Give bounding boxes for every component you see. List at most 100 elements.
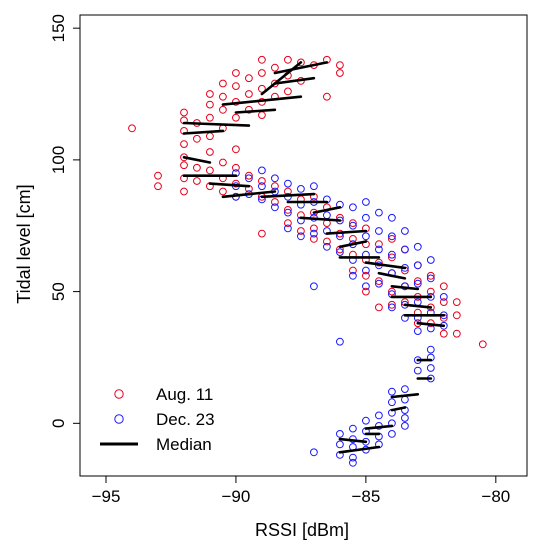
x-axis-label: RSSI [dBm] <box>255 520 349 540</box>
median-segment <box>208 182 251 188</box>
data-point-series-1 <box>349 424 357 433</box>
median-segment <box>364 261 407 270</box>
data-point-series-0 <box>258 84 266 93</box>
data-point-series-0 <box>206 148 214 156</box>
data-point-series-0 <box>452 311 461 320</box>
data-point-series-1 <box>284 208 292 217</box>
data-point-series-0 <box>271 63 279 72</box>
data-point-series-0 <box>375 277 383 286</box>
data-point-series-0 <box>154 171 162 180</box>
data-point-series-1 <box>426 345 435 354</box>
data-point-series-1 <box>349 458 357 467</box>
data-point-series-1 <box>388 213 396 222</box>
data-point-series-0 <box>310 224 318 233</box>
data-point-series-0 <box>478 340 487 349</box>
data-point-series-1 <box>349 203 357 212</box>
data-point-series-1 <box>310 182 318 191</box>
data-point-series-0 <box>154 182 162 191</box>
data-point-series-0 <box>219 187 227 196</box>
data-points <box>128 55 487 467</box>
data-point-series-0 <box>426 271 435 280</box>
data-point-series-0 <box>258 229 266 238</box>
x-tick-label: −85 <box>351 487 380 506</box>
data-point-series-1 <box>375 411 383 420</box>
data-point-series-0 <box>206 132 214 141</box>
data-point-series-1 <box>362 416 370 425</box>
data-point-series-0 <box>232 163 240 172</box>
data-point-series-1 <box>401 385 409 394</box>
median-segment <box>390 284 420 291</box>
data-point-series-0 <box>413 277 422 286</box>
data-point-series-0 <box>258 177 266 185</box>
legend-label-median: Median <box>156 435 212 454</box>
data-point-series-1 <box>258 166 266 175</box>
data-point-series-0 <box>180 187 188 196</box>
data-point-series-1 <box>439 293 448 301</box>
data-point-series-0 <box>388 253 396 262</box>
x-tick-label: −95 <box>92 487 121 506</box>
data-point-series-0 <box>258 111 266 119</box>
data-point-series-1 <box>413 366 422 375</box>
median-segment <box>260 192 316 199</box>
data-point-series-0 <box>388 300 396 309</box>
y-axis: 0 50 100 150 <box>49 14 80 428</box>
data-point-series-1 <box>323 211 331 220</box>
data-point-series-1 <box>310 282 318 291</box>
legend-marker-aug11 <box>114 389 124 399</box>
data-point-series-0 <box>219 158 227 167</box>
data-point-series-1 <box>362 213 370 222</box>
data-point-series-0 <box>232 145 240 154</box>
data-point-series-1 <box>310 448 318 457</box>
data-point-series-1 <box>388 430 396 438</box>
data-point-series-0 <box>426 287 435 296</box>
legend-marker-dec23 <box>114 414 124 424</box>
data-point-series-0 <box>258 69 266 77</box>
y-tick-label: 100 <box>49 146 68 174</box>
data-point-series-1 <box>401 245 409 254</box>
median-segment <box>377 271 407 280</box>
data-point-series-0 <box>375 240 383 249</box>
data-point-series-1 <box>426 274 435 283</box>
data-point-series-1 <box>297 232 305 241</box>
data-point-series-0 <box>439 329 448 338</box>
data-point-series-1 <box>413 242 422 251</box>
data-point-series-1 <box>284 179 292 188</box>
data-point-series-1 <box>413 261 422 270</box>
data-point-series-1 <box>336 430 344 438</box>
data-point-series-1 <box>336 337 344 346</box>
data-point-series-1 <box>336 440 344 449</box>
median-segment <box>338 445 381 454</box>
x-axis: −95 −90 −85 −80 <box>92 476 510 506</box>
y-tick-label: 50 <box>49 282 68 301</box>
data-point-series-1 <box>271 203 279 212</box>
median-segment <box>338 240 368 249</box>
data-point-series-1 <box>388 387 396 396</box>
median-segments <box>182 61 446 454</box>
median-segment <box>182 121 251 127</box>
median-segment <box>234 108 277 114</box>
data-point-series-1 <box>426 256 435 264</box>
data-point-series-0 <box>258 55 266 64</box>
data-point-series-1 <box>362 282 370 291</box>
median-segment <box>390 406 407 412</box>
median-segment <box>364 424 394 430</box>
median-segment <box>390 392 420 399</box>
data-point-series-0 <box>349 235 357 243</box>
data-point-series-1 <box>401 422 409 430</box>
data-point-series-0 <box>439 298 448 307</box>
data-point-series-0 <box>271 182 279 191</box>
data-point-series-1 <box>310 229 318 238</box>
median-segment <box>416 321 446 328</box>
data-point-series-0 <box>323 237 331 246</box>
data-point-series-0 <box>219 92 227 101</box>
data-point-series-0 <box>245 74 253 83</box>
median-segment <box>260 61 303 96</box>
x-tick-label: −80 <box>481 487 510 506</box>
data-point-series-1 <box>323 242 331 251</box>
data-point-series-0 <box>128 124 136 133</box>
data-point-series-0 <box>452 329 461 338</box>
data-point-series-0 <box>297 227 305 235</box>
data-point-series-1 <box>401 414 409 422</box>
median-segment <box>273 76 316 85</box>
